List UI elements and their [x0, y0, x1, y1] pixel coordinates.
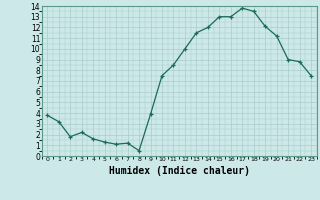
X-axis label: Humidex (Indice chaleur): Humidex (Indice chaleur): [109, 166, 250, 176]
